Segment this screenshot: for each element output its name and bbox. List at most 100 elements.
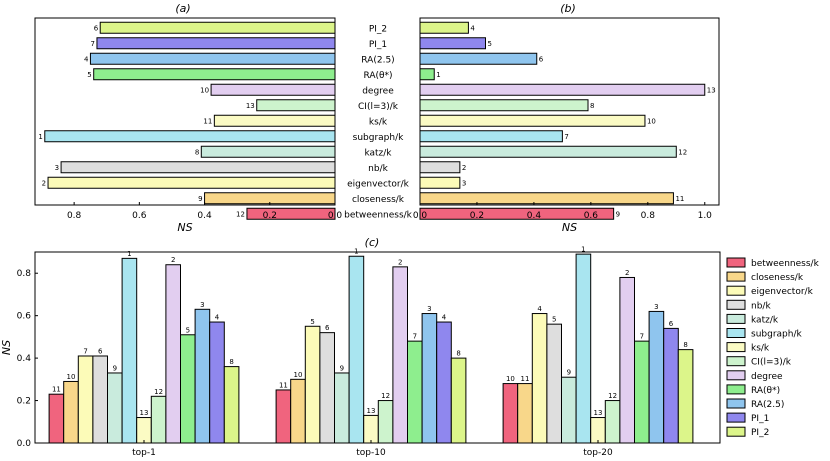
panel-b-bar-eigenvector-k [419, 176, 461, 189]
panel-c-bar-top-1-katz-k [107, 372, 123, 444]
panel-c-bar-top-20-betweenness-k [502, 383, 519, 444]
panel-c-rank-label: 3 [427, 305, 431, 313]
panel-b-bar-subgraph-k [419, 130, 563, 143]
panel-a-rank-label: 3 [55, 164, 59, 172]
panel-c-bar-top-10-ks-k [363, 414, 379, 444]
panel-a-bar-ci-l-3-k [256, 99, 336, 112]
panel-a-rank-label: 2 [42, 179, 46, 187]
panel-c-bar-top-10-katz-k [334, 372, 350, 444]
panel-b-title: (b) [560, 2, 576, 15]
legend-label-katz-k: katz/k [751, 315, 779, 325]
panel-b-xtick-label: 0.2 [470, 211, 484, 221]
panel-c-bar-top-10-ra-2-5 [421, 313, 438, 444]
panel-a-bar-degree [210, 83, 336, 96]
panel-a-xlabel: NS [177, 221, 192, 234]
panel-c-rank-label: 4 [215, 314, 220, 322]
category-label-ks-k: ks/k [369, 117, 388, 127]
panel-c-xtick-label-top-20: top-20 [583, 448, 613, 458]
panel-c-bar-top-20-subgraph-k [575, 253, 592, 444]
panel-a-bar-pi-1 [96, 37, 336, 50]
legend: betweenness/k closeness/k eigenvector/k nb/… [726, 257, 820, 438]
panel-c-bar-top-1-pi-2 [223, 366, 240, 444]
panel-a-rank-label: 7 [90, 40, 94, 48]
panel-c-rank-label: 1 [581, 246, 585, 254]
panel-a-xtick-label: 0.4 [197, 211, 212, 221]
panel-c-bar-top-1-ks-k [136, 417, 152, 444]
legend-label-ra: RA(θ*) [751, 386, 780, 396]
panel-b-xtick-label: 1.0 [698, 211, 713, 221]
category-labels: PI_2 PI_1 RA(2.5) RA(θ*) degree CI(l=3)/k ks/k… [344, 24, 413, 220]
panel-a-frame [34, 17, 336, 206]
panel-a-bar-nb-k [60, 161, 336, 174]
panel-b-rank-label: 12 [678, 148, 687, 156]
panel-c-rank-label: 8 [456, 350, 460, 358]
panel-c-bar-top-1-ci-l-3-k [150, 395, 167, 444]
panel-b-rank-label: 8 [590, 102, 594, 110]
category-label-pi-1: PI_1 [369, 40, 387, 50]
category-label-ra-2-5: RA(2.5) [361, 55, 394, 65]
legend-swatch-ra-2-5 [726, 398, 746, 409]
panel-b-rank-label: 13 [707, 86, 716, 94]
panel-a-rank-label: 13 [246, 102, 255, 110]
panel-b-bar-katz-k [419, 145, 677, 158]
panel-a-xtick-label: 0.8 [67, 211, 82, 221]
panel-c-bar-top-10-closeness-k [290, 378, 306, 444]
panel-c-rank-label: 12 [381, 392, 390, 400]
panel-a-xtick-label: 0.0 [328, 211, 343, 221]
panel-c-rank-label: 5 [310, 318, 314, 326]
panel-b-frame [419, 17, 720, 206]
panel-c-rank-label: 2 [625, 269, 629, 277]
panel-a-bar-ra [93, 68, 336, 81]
legend-label-subgraph-k: subgraph/k [751, 330, 802, 340]
panel-b-bar-pi-1 [419, 37, 486, 50]
category-label-ra: RA(θ*) [363, 71, 392, 81]
panel-c-rank-label: 10 [294, 371, 303, 379]
panel-c-rank-label: 6 [98, 347, 103, 355]
panel-c-ytick-label: 0.8 [17, 269, 32, 279]
legend-label-pi-1: PI_1 [751, 414, 769, 424]
panel-c-rank-label: 8 [229, 358, 233, 366]
panel-c-rank-label: 13 [594, 409, 603, 417]
panel-b-rank-label: 2 [462, 164, 466, 172]
panel-c-ytick-label: 0.0 [17, 439, 32, 449]
legend-label-ci-l-3-k: CI(l=3)/k [751, 358, 792, 368]
panel-a-rank-label: 5 [87, 71, 91, 79]
panel-b-xtick-label: 0.4 [527, 211, 542, 221]
legend-swatch-pi-2 [726, 426, 746, 437]
panel-b-bar-ks-k [419, 114, 646, 127]
panel-a-bar-katz-k [200, 145, 336, 158]
panel-c-bar-top-20-ra [634, 340, 650, 444]
panel-a-bar-betweenness-k [246, 207, 336, 220]
panel-c-bar-top-20-ci-l-3-k [604, 400, 621, 444]
panel-c-rank-label: 11 [52, 386, 61, 394]
panel-c-rank-label: 6 [325, 324, 330, 332]
category-label-pi-2: PI_2 [369, 24, 387, 34]
category-label-nb-k: nb/k [368, 164, 388, 174]
panel-c-ytick-label: 0.4 [17, 354, 32, 364]
panel-c-rank-label: 9 [340, 364, 344, 372]
legend-label-eigenvector-k: eigenvector/k [751, 287, 814, 297]
panel-c-xtick-label-top-10: top-10 [356, 448, 386, 458]
panel-c-bar-top-10-nb-k [319, 332, 335, 444]
panel-c-bar-top-20-pi-2 [677, 349, 694, 444]
panel-c-rank-label: 12 [154, 388, 163, 396]
legend-label-degree: degree [751, 372, 783, 382]
panel-c-bar-top-10-subgraph-k [348, 255, 365, 444]
panel-b-rank-label: 7 [564, 133, 568, 141]
panel-c-bar-top-10-ra [407, 340, 423, 444]
panel-b-rank-label: 4 [470, 24, 475, 32]
panel-c-rank-label: 1 [127, 250, 131, 258]
panel-c-rank-label: 2 [398, 258, 402, 266]
legend-swatch-eigenvector-k [726, 285, 746, 296]
panel-a-rank-label: 10 [200, 86, 209, 94]
panel-c-rank-label: 7 [413, 333, 417, 341]
panel-c-rank-label: 9 [113, 364, 117, 372]
panel-c-rank-label: 5 [186, 326, 190, 334]
panel-c-bar-top-1-subgraph-k [121, 257, 138, 444]
panel-c-bar-top-10-eigenvector-k [304, 325, 321, 444]
panel-c-bar-top-20-katz-k [561, 376, 577, 444]
panel-b-rank-label: 1 [436, 71, 440, 79]
category-label-subgraph-k: subgraph/k [353, 133, 404, 143]
panel-b-bar-ra [419, 68, 435, 81]
